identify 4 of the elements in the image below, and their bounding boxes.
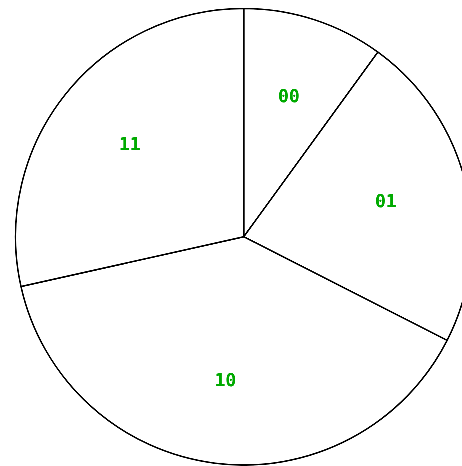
- slice-label: 11: [119, 134, 141, 156]
- slice-label: 10: [214, 370, 237, 392]
- slice-label: 00: [278, 86, 300, 108]
- slice-label: 01: [375, 192, 397, 213]
